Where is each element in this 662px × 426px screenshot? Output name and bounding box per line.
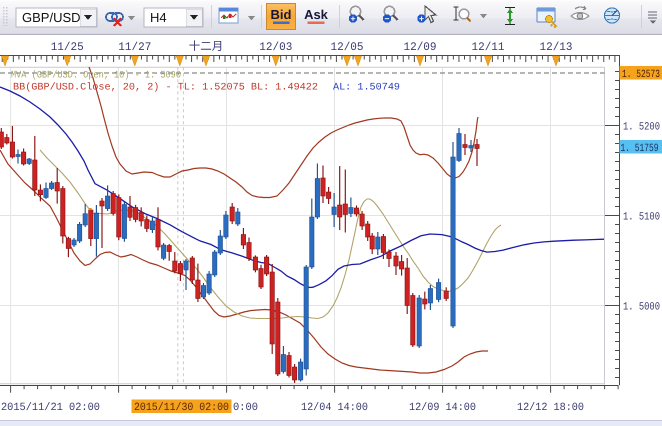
svg-text:2015/11/21 02:00: 2015/11/21 02:00 — [1, 402, 100, 414]
svg-text:BB(GBP/USD.Close, 20, 2) - TL:: BB(GBP/USD.Close, 20, 2) - TL: 1.52075 B… — [13, 82, 318, 94]
svg-text:12/12 18:00: 12/12 18:00 — [517, 402, 584, 414]
svg-text:12/09 14:00: 12/09 14:00 — [409, 402, 476, 414]
svg-text:+: + — [419, 14, 424, 24]
svg-text:+: + — [351, 14, 356, 24]
svg-text:12/05: 12/05 — [331, 41, 364, 54]
svg-text:1. 51759: 1. 51759 — [621, 143, 659, 155]
svg-text:GBP/USD: GBP/USD — [22, 10, 81, 25]
svg-text:Ask: Ask — [304, 7, 329, 22]
svg-text:2015/11/30 02:00: 2015/11/30 02:00 — [134, 402, 229, 414]
svg-text:12/04 14:00: 12/04 14:00 — [301, 402, 368, 414]
svg-text:AL: 1.50749: AL: 1.50749 — [333, 83, 400, 94]
svg-text:H4: H4 — [150, 10, 167, 25]
svg-text:1. 52573: 1. 52573 — [622, 69, 660, 81]
svg-text:0:00: 0:00 — [233, 402, 258, 414]
svg-text:12/03: 12/03 — [259, 41, 292, 54]
svg-text:12/11: 12/11 — [472, 41, 505, 54]
svg-text:1. 5200: 1. 5200 — [623, 122, 660, 134]
svg-text:12/09: 12/09 — [404, 41, 437, 54]
svg-text:十二月: 十二月 — [189, 40, 224, 54]
svg-text:Bid: Bid — [271, 7, 292, 22]
svg-text:1. 5100: 1. 5100 — [623, 212, 660, 224]
svg-text:−: − — [385, 14, 390, 24]
svg-text:1. 5000: 1. 5000 — [623, 302, 660, 314]
svg-text:MVA (GBP/USD: Open; 10) - 1: 5: MVA (GBP/USD: Open; 10) - 1: 5090 — [11, 70, 181, 82]
svg-text:12/13: 12/13 — [540, 41, 573, 54]
svg-text:11/25: 11/25 — [51, 41, 84, 54]
svg-text:11/27: 11/27 — [118, 41, 151, 54]
